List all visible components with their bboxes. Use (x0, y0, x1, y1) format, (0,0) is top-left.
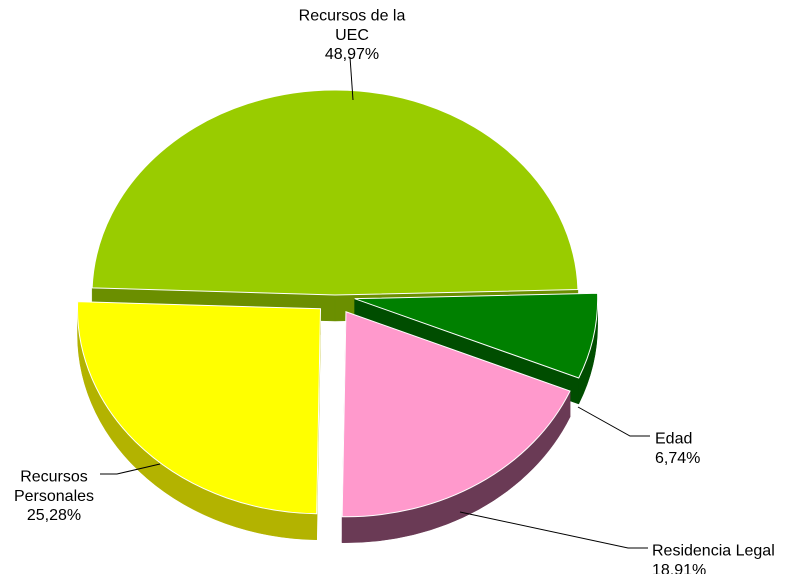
slice-percent-recursos-personales: 25,28% (27, 507, 81, 524)
slice-label-residencia-legal: Residencia Legal 18,91% (652, 543, 775, 574)
slice-edad (354, 292, 599, 379)
slice-name-residencia-legal: Residencia Legal (652, 543, 775, 560)
slice-tops (77, 89, 599, 518)
leader-line-edad (577, 406, 650, 437)
slice-label-edad: Edad 6,74% (655, 431, 700, 467)
leader-line-residencia-legal (459, 511, 648, 549)
leader-lines (100, 56, 650, 549)
leader-line-recursos-personales (100, 463, 161, 475)
slice-percent-residencia-legal: 18,91% (652, 562, 706, 574)
slice-name-recursos-personales: Personales (14, 488, 94, 505)
slice-residencia-legal (341, 311, 571, 518)
slice-name-recursos-personales: Recursos (20, 469, 88, 486)
slice-recursos-personales (77, 301, 322, 515)
leader-line-recursos-de-la-uec (349, 56, 354, 101)
slice-name-edad: Edad (655, 431, 692, 448)
slice-label-recursos-personales: Recursos Personales 25,28% (14, 469, 94, 524)
slice-labels: Recursos de la UEC 48,97% Edad 6,74% Residenc… (14, 8, 775, 574)
slice-name-recursos-de-la-uec: UEC (335, 27, 369, 44)
slice-name-recursos-de-la-uec: Recursos de la (299, 8, 406, 25)
slice-label-recursos-de-la-uec: Recursos de la UEC 48,97% (299, 8, 406, 63)
slice-recursos-de-la-uec (91, 89, 579, 296)
slice-percent-edad: 6,74% (655, 450, 700, 467)
slice-percent-recursos-de-la-uec: 48,97% (325, 46, 379, 63)
